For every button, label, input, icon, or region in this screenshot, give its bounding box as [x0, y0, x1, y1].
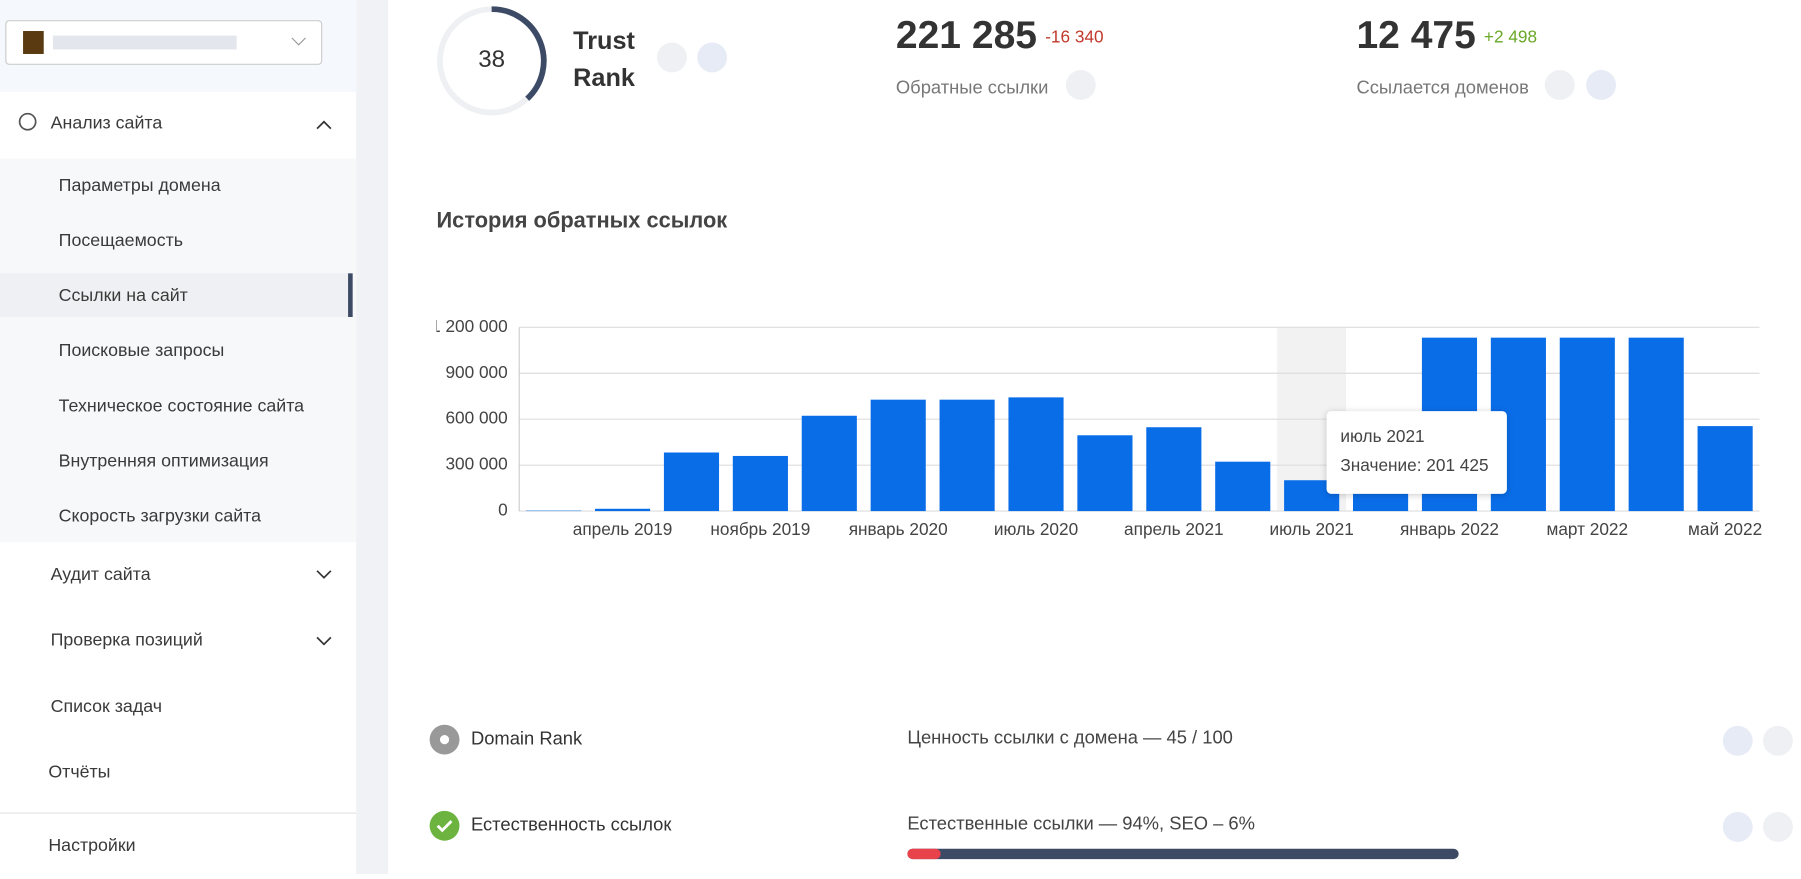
menu-item[interactable]: Проверка позиций	[51, 630, 203, 650]
trust-rank-label: Trust	[573, 27, 635, 55]
menu-item[interactable]: Настройки	[48, 835, 135, 855]
row-text: Естественные ссылки — 94%, SEO – 6%	[907, 812, 1255, 833]
bar	[1146, 427, 1201, 511]
x-tick-label: март 2022	[1546, 519, 1628, 539]
submenu-item[interactable]: Внутренняя оптимизация	[59, 450, 269, 470]
help-icon[interactable]	[1763, 726, 1793, 756]
help-icon[interactable]	[657, 42, 687, 72]
chevron	[317, 637, 331, 644]
x-tick-label: июль 2021	[1270, 519, 1354, 539]
y-tick-labels: 0 300 000 600 000 900 000 1 200 000	[431, 316, 508, 520]
tooltip-title: июль 2021	[1340, 426, 1424, 446]
icon	[20, 114, 36, 130]
submenu-item[interactable]: Техническое состояние сайта	[59, 395, 305, 415]
menu-item[interactable]: Аудит сайта	[51, 564, 151, 584]
favicon	[23, 31, 44, 54]
chart-icon[interactable]	[1723, 726, 1753, 756]
status-dot	[440, 735, 449, 744]
submenu-item[interactable]: Параметры домена	[59, 175, 221, 195]
x-tick-label: январь 2020	[849, 519, 948, 539]
x-tick-label: июль 2020	[994, 519, 1078, 539]
chevron	[317, 122, 331, 129]
bar	[1629, 338, 1684, 511]
active-marker	[348, 273, 353, 317]
bar	[940, 400, 995, 511]
chevron	[317, 571, 331, 578]
y-tick-label: 0	[498, 500, 508, 520]
submenu-item[interactable]: Поисковые запросы	[59, 340, 225, 360]
menu-item[interactable]: Анализ сайта	[51, 113, 163, 133]
status-icon	[430, 811, 460, 841]
x-tick-label: ноябрь 2019	[710, 519, 810, 539]
blurred-domain	[53, 36, 237, 50]
chart-icon[interactable]	[1723, 812, 1753, 842]
x-tick-label: январь 2022	[1400, 519, 1499, 539]
bar	[871, 400, 926, 511]
backlinks-value: 221 285	[896, 14, 1037, 57]
help-icon[interactable]	[1763, 812, 1793, 842]
trust-rank-value: 38	[478, 46, 505, 73]
bar	[664, 453, 719, 512]
bar	[1560, 338, 1615, 511]
row-name: Domain Rank	[471, 727, 583, 748]
bar	[1698, 426, 1753, 511]
bar	[1008, 397, 1063, 511]
backlinks-label: Обратные ссылки	[896, 76, 1048, 97]
bar	[733, 456, 788, 511]
backlinks-change: -16 340	[1045, 26, 1103, 46]
y-tick-label: 900 000	[445, 362, 507, 382]
x-tick-label: май 2022	[1688, 519, 1762, 539]
row-text: Ценность ссылки с домена — 45 / 100	[907, 726, 1232, 747]
chart-icon[interactable]	[1586, 70, 1616, 100]
x-tick-label: апрель 2021	[1124, 519, 1224, 539]
bar	[1077, 435, 1132, 511]
domains-label: Ссылается доменов	[1356, 76, 1528, 97]
trust-rank-label: Rank	[573, 64, 636, 92]
menu-item[interactable]: Список задач	[51, 696, 162, 716]
x-tick-label: апрель 2019	[573, 519, 673, 539]
y-tick-label: 1 200 000	[431, 316, 508, 336]
chart-icon[interactable]	[697, 42, 727, 72]
divider	[356, 0, 388, 874]
bar	[595, 509, 650, 511]
progress-seo	[907, 849, 940, 859]
help-icon[interactable]	[1066, 70, 1096, 100]
tooltip-text: Значение: 201 425	[1340, 455, 1488, 475]
submenu-item[interactable]: Скорость загрузки сайта	[59, 506, 261, 526]
y-tick-label: 300 000	[445, 454, 507, 474]
menu-item[interactable]: Отчёты	[48, 762, 110, 782]
tooltip	[1327, 411, 1507, 494]
row-name: Естественность ссылок	[471, 814, 672, 835]
submenu-item[interactable]: Посещаемость	[59, 230, 183, 250]
progress-track	[907, 849, 1458, 859]
bar	[1215, 462, 1270, 511]
domains-change: +2 498	[1484, 26, 1537, 46]
submenu-item[interactable]: Ссылки на сайт	[59, 285, 188, 305]
bar	[802, 416, 857, 511]
domains-value: 12 475	[1356, 14, 1475, 57]
y-tick-label: 600 000	[445, 408, 507, 428]
help-icon[interactable]	[1545, 70, 1575, 100]
chart-title: История обратных ссылок	[437, 207, 728, 232]
